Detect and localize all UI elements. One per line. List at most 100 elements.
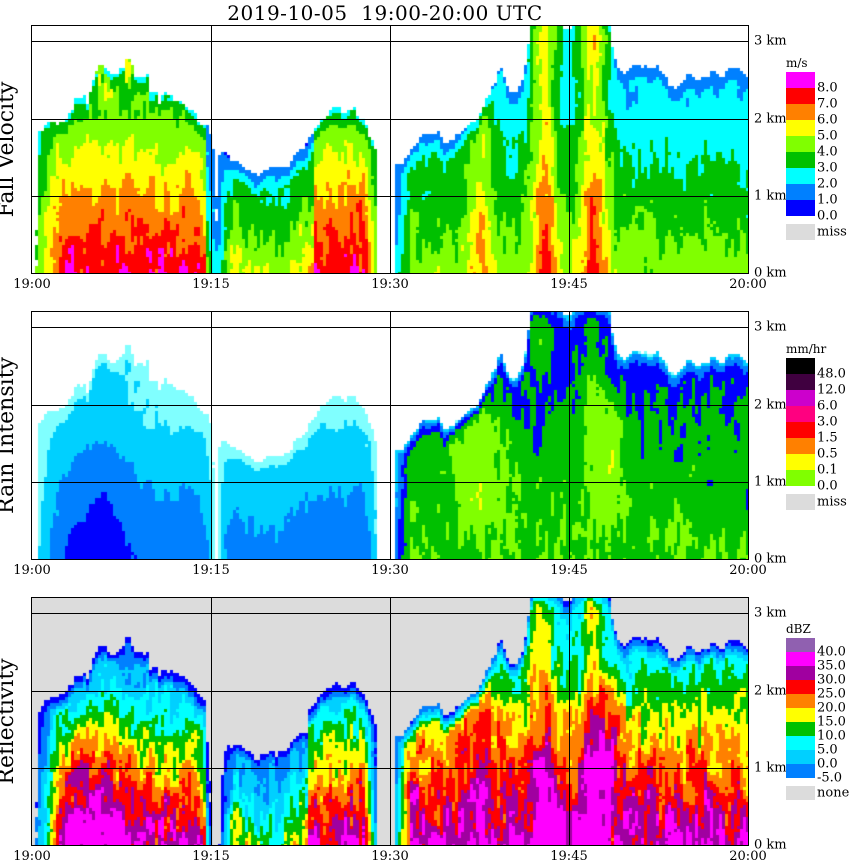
colorbar-swatch: [786, 374, 815, 390]
x-axis-tick-label: 19:00: [13, 277, 51, 292]
colorbar-swatch: [786, 694, 815, 708]
x-axis-tick-label: 19:15: [192, 849, 230, 864]
colorbar-swatch: [786, 390, 815, 406]
y-tick-mark: [744, 768, 749, 769]
colorbar-swatch: [786, 470, 815, 486]
colorbar-swatch: [786, 152, 815, 168]
colorbar-tick-label: 6.0: [817, 398, 838, 414]
colorbar-tick-label: 0.5: [817, 446, 838, 462]
y-axis-tick-label: 3 km: [754, 319, 787, 335]
colorbar-swatch: [786, 750, 815, 764]
y-axis-tick-label: 1 km: [754, 760, 787, 776]
colorbar-tick-label: 25.0: [817, 686, 846, 702]
colorbar-missing-swatch: [786, 786, 815, 800]
colorbar-swatch: [786, 680, 815, 694]
x-axis-tick-label: 19:30: [371, 277, 409, 292]
colorbar-tick-label: 40.0: [817, 644, 846, 660]
colorbar-tick-label: 8.0: [817, 80, 838, 96]
colorbar-missing-label: miss: [817, 494, 847, 510]
x-axis-tick-label: 19:45: [550, 849, 588, 864]
y-tick-mark: [744, 482, 749, 483]
colorbar-swatch: [786, 72, 815, 88]
colorbar-tick-label: 15.0: [817, 714, 846, 730]
panel-label-reflectivity: Reflectivity: [0, 658, 19, 785]
colorbar-swatch: [786, 200, 815, 216]
colorbar-swatch: [786, 406, 815, 422]
colorbar-tick-label: 0.1: [817, 462, 838, 478]
x-axis-tick-label: 20:00: [729, 849, 767, 864]
colorbar-tick-label: 1.0: [817, 192, 838, 208]
colorbar-swatch: [786, 136, 815, 152]
y-tick-mark: [744, 119, 749, 120]
y-tick-mark: [744, 273, 749, 274]
x-axis-tick-label: 19:30: [371, 563, 409, 578]
plot-area-rain-intensity[interactable]: [31, 311, 749, 560]
colorbar-tick-label: 12.0: [817, 382, 846, 398]
colorbar-tick-label: 30.0: [817, 672, 846, 688]
colorbar-swatch: [786, 104, 815, 120]
colorbar-tick-label: 2.0: [817, 176, 838, 192]
colorbar-tick-label: 48.0: [817, 366, 846, 382]
colorbar-units-label: m/s: [786, 56, 808, 70]
x-axis-tick-label: 19:45: [550, 277, 588, 292]
colorbar-tick-label: 0.0: [817, 478, 838, 494]
y-axis-tick-label: 0 km: [754, 551, 787, 567]
x-axis-tick-label: 19:30: [371, 849, 409, 864]
x-axis-tick-label: 19:45: [550, 563, 588, 578]
colorbar-swatch: [786, 764, 815, 778]
colorbar-swatch: [786, 736, 815, 750]
colorbar-swatch: [786, 438, 815, 454]
y-axis-tick-label: 3 km: [754, 605, 787, 621]
colorbar-swatch: [786, 120, 815, 136]
colorbar-tick-label: 0.0: [817, 208, 838, 224]
radar-field-rain-intensity: [32, 312, 748, 559]
y-axis-tick-label: 1 km: [754, 474, 787, 490]
x-axis-tick-label: 20:00: [729, 277, 767, 292]
x-axis-tick-label: 19:15: [192, 563, 230, 578]
colorbar-reflectivity: [786, 638, 815, 778]
colorbar-tick-label: 3.0: [817, 160, 838, 176]
plot-area-reflectivity[interactable]: [31, 597, 749, 846]
plot-area-fall-velocity[interactable]: [31, 25, 749, 274]
panel-label-rain-intensity: Rain Intensity: [0, 357, 19, 514]
x-axis-tick-label: 19:00: [13, 849, 51, 864]
y-axis-tick-label: 1 km: [754, 188, 787, 204]
colorbar-missing-label: none: [817, 785, 850, 801]
colorbar-missing-swatch: [786, 224, 815, 240]
colorbar-units-label: dBZ: [786, 622, 811, 636]
panel-reflectivity: Reflectivity: [0, 597, 850, 867]
colorbar-swatch: [786, 638, 815, 652]
colorbar-tick-label: 10.0: [817, 728, 846, 744]
colorbar-tick-label: 6.0: [817, 112, 838, 128]
y-tick-mark: [744, 327, 749, 328]
y-axis-tick-label: 2 km: [754, 111, 787, 127]
colorbar-missing-swatch: [786, 494, 815, 510]
colorbar-swatch: [786, 422, 815, 438]
colorbar-tick-label: 5.0: [817, 128, 838, 144]
y-tick-mark: [744, 691, 749, 692]
y-tick-mark: [744, 845, 749, 846]
colorbar-swatch: [786, 454, 815, 470]
colorbar-tick-label: 0.0: [817, 756, 838, 772]
colorbar-swatch: [786, 88, 815, 104]
colorbar-units-label: mm/hr: [786, 342, 827, 356]
colorbar-tick-label: 7.0: [817, 96, 838, 112]
x-axis-tick-label: 19:15: [192, 277, 230, 292]
panel-label-fall-velocity: Fall Velocity: [0, 81, 19, 218]
colorbar-swatch: [786, 652, 815, 666]
colorbar-swatch: [786, 722, 815, 736]
colorbar-swatch: [786, 708, 815, 722]
colorbar-rain-intensity: [786, 358, 815, 486]
y-tick-mark: [744, 405, 749, 406]
colorbar-fall-velocity: [786, 72, 815, 216]
colorbar-tick-label: 3.0: [817, 414, 838, 430]
radar-field-reflectivity: [32, 598, 748, 845]
colorbar-tick-label: 1.5: [817, 430, 838, 446]
y-axis-tick-label: 0 km: [754, 265, 787, 281]
colorbar-tick-label: 4.0: [817, 144, 838, 160]
x-axis-tick-label: 19:00: [13, 563, 51, 578]
colorbar-tick-label: 5.0: [817, 742, 838, 758]
colorbar-swatch: [786, 168, 815, 184]
colorbar-tick-label: 20.0: [817, 700, 846, 716]
y-tick-mark: [744, 559, 749, 560]
